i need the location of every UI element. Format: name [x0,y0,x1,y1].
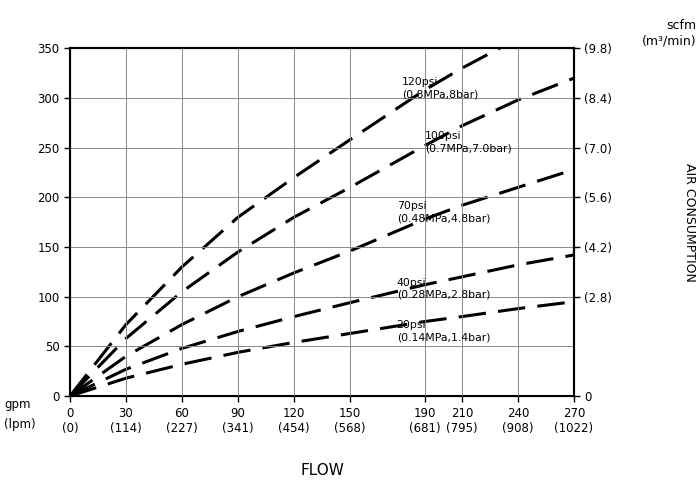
Text: 40psi
(0.28MPa,2.8bar): 40psi (0.28MPa,2.8bar) [397,278,490,300]
Text: scfm
(m³/min): scfm (m³/min) [642,19,696,47]
Text: AIR CONSUMPTION: AIR CONSUMPTION [683,163,696,282]
Text: (lpm): (lpm) [4,418,36,431]
Text: 100psi
(0.7MPa,7.0bar): 100psi (0.7MPa,7.0bar) [425,131,512,154]
Text: 120psi
(0.8MPa,8bar): 120psi (0.8MPa,8bar) [402,77,479,99]
Text: 20psi
(0.14MPa,1.4bar): 20psi (0.14MPa,1.4bar) [397,320,490,342]
Text: 70psi
(0.48MPa,4.8bar): 70psi (0.48MPa,4.8bar) [397,201,490,224]
Text: FLOW: FLOW [300,463,344,478]
Text: gpm: gpm [4,398,31,412]
